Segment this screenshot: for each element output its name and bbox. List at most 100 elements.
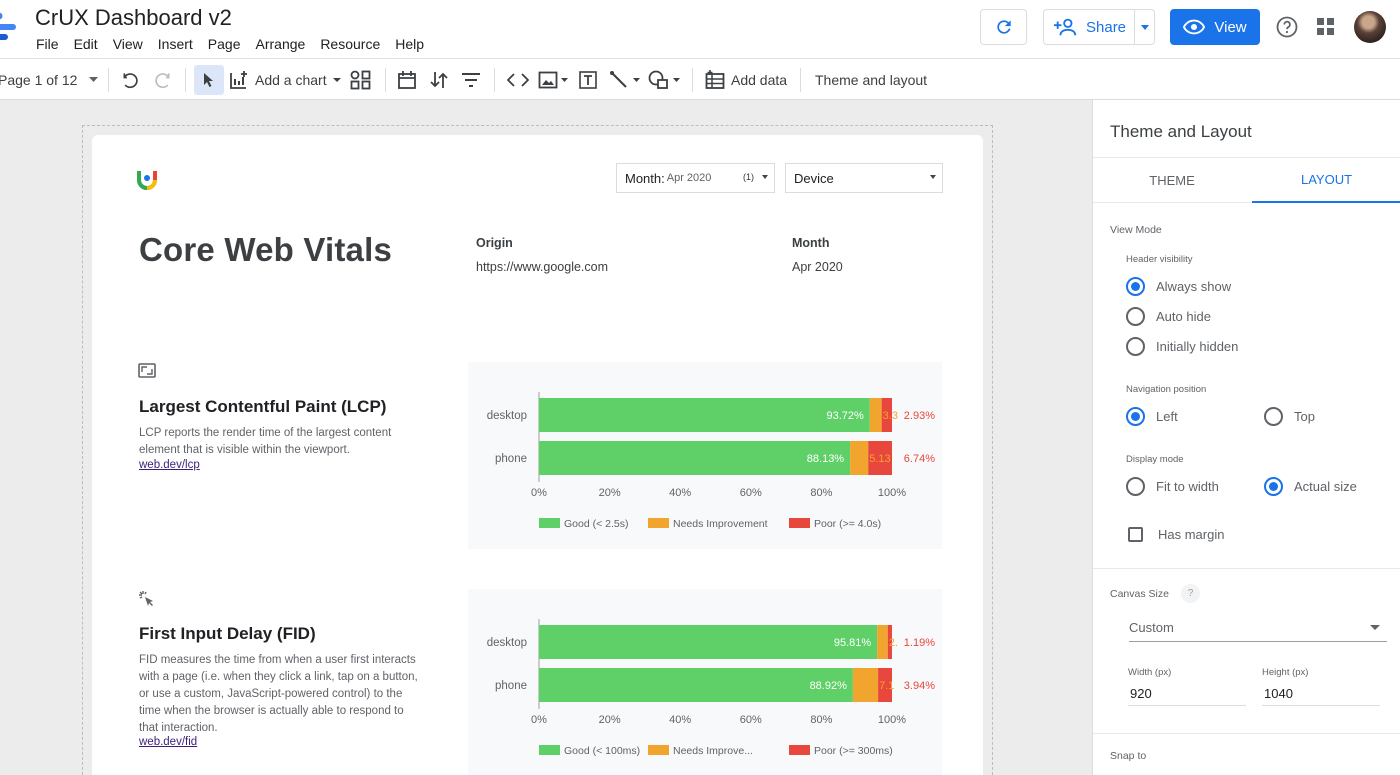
radio-label: Auto hide [1156, 309, 1211, 324]
panel-divider [1093, 733, 1400, 734]
toolbar-divider [108, 68, 109, 92]
menu-view[interactable]: View [112, 36, 143, 52]
help-icon[interactable] [1276, 16, 1298, 38]
view-button[interactable]: View [1170, 9, 1260, 45]
panel-title: Theme and Layout [1110, 122, 1252, 141]
add-chart-button[interactable]: Add a chart [229, 59, 341, 100]
add-chart-label: Add a chart [255, 71, 327, 88]
month-value: Apr 2020 [792, 260, 843, 274]
panel-divider [1093, 568, 1400, 569]
radio-fit-to-width[interactable]: Fit to width [1126, 477, 1219, 496]
legend-swatch [539, 745, 560, 755]
category-label: phone [495, 680, 527, 692]
add-data-button[interactable]: Add data [705, 59, 787, 100]
redo-button[interactable] [152, 59, 172, 100]
canvas-size-select[interactable]: Custom [1129, 613, 1387, 642]
image-button[interactable] [538, 59, 568, 100]
data-label: 6.74% [904, 453, 935, 465]
legend-label: Needs Improve... [673, 745, 753, 757]
radio-label: Always show [1156, 279, 1232, 294]
legend-swatch [789, 518, 810, 528]
add-chart-icon [230, 70, 247, 89]
navigation-position-label: Navigation position [1126, 384, 1207, 395]
fid-link[interactable]: web.dev/fid [139, 736, 198, 748]
toolbar-divider [800, 68, 801, 92]
view-mode-label: View Mode [1110, 224, 1162, 236]
menu-resource[interactable]: Resource [320, 36, 381, 52]
tab-theme[interactable]: THEME [1149, 173, 1195, 188]
height-input[interactable]: 1040 [1262, 682, 1380, 706]
refresh-button[interactable] [980, 9, 1027, 45]
bar-segment [887, 625, 892, 659]
legend-swatch [539, 518, 560, 528]
undo-button[interactable] [121, 59, 141, 100]
x-tick-label: 40% [669, 487, 691, 499]
community-viz-button[interactable] [350, 59, 372, 100]
legend-swatch [789, 745, 810, 755]
data-label: 7.1 [879, 680, 894, 692]
filter-control-button[interactable] [430, 59, 448, 100]
x-tick-label: 20% [599, 487, 621, 499]
origin-label: Origin [476, 236, 513, 250]
radio-auto-hide[interactable]: Auto hide [1126, 307, 1211, 326]
help-question-icon[interactable]: ? [1181, 584, 1200, 603]
toolbar-divider [385, 68, 386, 92]
filter-button[interactable] [461, 59, 481, 100]
date-range-button[interactable] [397, 59, 417, 100]
line-button[interactable] [610, 59, 640, 100]
radio-nav-left[interactable]: Left [1126, 407, 1178, 426]
x-tick-label: 100% [878, 487, 906, 499]
embed-url-button[interactable] [507, 59, 529, 100]
components-icon [350, 70, 371, 89]
bar-segment [539, 398, 870, 432]
menu-file[interactable]: File [36, 36, 59, 52]
category-label: desktop [487, 637, 527, 649]
display-mode-label: Display mode [1126, 454, 1184, 465]
data-label: 95.81% [834, 637, 872, 649]
caret-down-icon [89, 77, 99, 82]
text-box-button[interactable] [578, 59, 598, 100]
report-page[interactable]: Month: Apr 2020 (1) Device Core Web Vita… [92, 135, 983, 775]
pointer-icon [204, 73, 213, 87]
month-filter-control[interactable]: Month: Apr 2020 (1) [616, 163, 775, 193]
share-button[interactable]: Share [1043, 9, 1155, 45]
device-filter-control[interactable]: Device [785, 163, 943, 193]
menu-help[interactable]: Help [395, 36, 425, 52]
caret-down-icon [930, 175, 936, 179]
menu-bar: File Edit View Insert Page Arrange Resou… [36, 36, 439, 52]
lcp-link[interactable]: web.dev/lcp [139, 459, 200, 471]
undo-icon [123, 72, 138, 88]
snap-to-label: Snap to [1110, 750, 1147, 762]
page-selector[interactable]: Page 1 of 12 [0, 59, 99, 100]
lcp-viewport-icon [138, 363, 156, 378]
month-filter-label: Month: [625, 170, 665, 186]
theme-layout-button[interactable]: Theme and layout [815, 59, 927, 100]
category-label: desktop [487, 410, 527, 422]
width-input[interactable]: 920 [1128, 682, 1246, 706]
legend-label: Needs Improvement [673, 518, 768, 530]
has-margin-checkbox[interactable]: Has margin [1128, 527, 1224, 542]
user-avatar[interactable] [1354, 11, 1386, 43]
share-dropdown-button[interactable] [1134, 10, 1154, 44]
app-header: CrUX Dashboard v2 File Edit View Insert … [0, 0, 1400, 58]
apps-grid-icon[interactable] [1316, 17, 1336, 37]
fid-click-icon [139, 591, 153, 606]
document-title[interactable]: CrUX Dashboard v2 [35, 5, 232, 30]
menu-page[interactable]: Page [207, 36, 241, 52]
menu-insert[interactable]: Insert [157, 36, 193, 52]
radio-nav-top[interactable]: Top [1264, 407, 1315, 426]
shape-button[interactable] [648, 59, 680, 100]
x-tick-label: 40% [669, 714, 691, 726]
image-icon [538, 71, 558, 88]
tab-layout[interactable]: LAYOUT [1252, 158, 1400, 203]
web-dev-logo-icon [137, 171, 157, 190]
radio-actual-size[interactable]: Actual size [1264, 477, 1357, 496]
caret-down-icon [633, 77, 640, 82]
canvas-size-label: Canvas Size [1110, 588, 1169, 600]
menu-arrange[interactable]: Arrange [255, 36, 306, 52]
menu-edit[interactable]: Edit [73, 36, 98, 52]
data-label: 2.93% [904, 410, 935, 422]
radio-initially-hidden[interactable]: Initially hidden [1126, 337, 1238, 356]
select-tool-button[interactable] [194, 65, 224, 95]
radio-always-show[interactable]: Always show [1126, 277, 1231, 296]
